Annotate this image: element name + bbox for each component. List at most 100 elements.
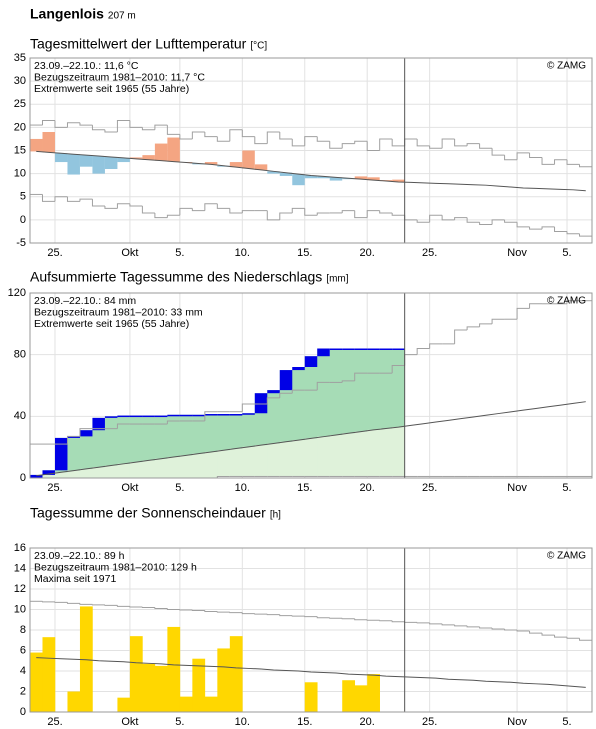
daily-increment [54, 437, 68, 471]
extreme-step [304, 616, 318, 618]
bar [167, 626, 181, 712]
extreme-step [454, 217, 468, 220]
extreme-step [429, 343, 443, 349]
surplus-area [154, 415, 168, 459]
extreme-step [341, 210, 355, 213]
daily-increment [79, 430, 93, 437]
extreme-step [529, 152, 543, 158]
y-tick-label: 20 [14, 121, 26, 133]
daily-increment [67, 436, 81, 438]
extreme-step [566, 637, 580, 639]
extreme-step [504, 219, 518, 223]
climate-area [92, 467, 106, 478]
surplus-area [392, 348, 405, 428]
y-tick-label: 25 [14, 98, 26, 110]
extreme-step [354, 210, 368, 219]
bar [142, 663, 156, 712]
climate-area [379, 428, 393, 477]
extreme-step [291, 138, 305, 147]
extreme-step [41, 601, 55, 603]
bar [179, 696, 193, 712]
extreme-step [166, 608, 180, 610]
extreme-step [541, 633, 555, 636]
x-tick-label: 20. [360, 247, 375, 259]
bar [67, 691, 81, 712]
climate-area [54, 472, 68, 478]
climate-area [167, 457, 181, 478]
extreme-step [91, 125, 105, 131]
x-tick-label: 25. [47, 716, 62, 728]
plot-border [29, 547, 593, 713]
climate-area [67, 470, 81, 478]
bar [204, 696, 218, 712]
daily-increment [317, 348, 331, 357]
extreme-step [516, 307, 530, 320]
y-tick-label: 0 [20, 706, 26, 718]
bar [229, 636, 243, 712]
extreme-step [179, 134, 193, 140]
extreme-step [241, 210, 255, 213]
extreme-step [504, 628, 518, 631]
extreme-step [429, 622, 443, 625]
x-tick-label: 5. [175, 247, 184, 259]
y-tick-label: 12 [14, 583, 26, 595]
extreme-step [379, 620, 393, 622]
extreme-step [216, 611, 230, 613]
copyright: © ZAMG [547, 61, 586, 72]
x-tick-label: 25. [422, 247, 437, 259]
extreme-step [441, 138, 455, 149]
climate-area [267, 443, 281, 477]
climate-area [79, 468, 93, 478]
y-tick-label: 40 [14, 410, 26, 422]
daily-increment [242, 413, 256, 415]
annotation: Bezugszeitraum 1981–2010: 129 h [34, 561, 197, 573]
extreme-step [479, 323, 493, 327]
chart-unit: [mm] [326, 274, 348, 285]
extreme-step [116, 605, 130, 607]
anomaly-bar [304, 175, 318, 179]
extreme-step [116, 203, 130, 209]
extreme-step [454, 624, 468, 627]
annotation: Extremwerte seit 1965 (55 Jahre) [34, 318, 189, 330]
extreme-step [479, 143, 493, 149]
anomaly-bar [67, 154, 80, 175]
extreme-step [266, 397, 280, 404]
annotation: Bezugszeitraum 1981–2010: 33 mm [34, 306, 203, 318]
extreme-step [416, 138, 430, 147]
anomaly-bar [317, 176, 330, 179]
extreme-step [354, 618, 368, 621]
extreme-step [41, 194, 55, 202]
anomaly-bar [292, 174, 305, 186]
extreme-step [391, 620, 405, 623]
extreme-step [179, 609, 193, 611]
daily-increment [30, 474, 43, 478]
extreme-step [579, 233, 592, 237]
extreme-step [229, 612, 243, 614]
climate-area [342, 433, 356, 477]
extreme-step [154, 124, 168, 130]
daily-increment [254, 393, 268, 414]
x-tick-label: 20. [360, 482, 375, 494]
bar [154, 665, 168, 712]
x-tick-label: 15. [297, 247, 312, 259]
daily-increment [192, 414, 206, 417]
climate-area [367, 429, 380, 477]
bar [217, 648, 231, 712]
surplus-area [317, 348, 331, 437]
y-tick-label: 10 [14, 603, 26, 615]
extreme-step [54, 120, 68, 128]
daily-increment [267, 390, 281, 394]
extreme-step [66, 435, 80, 445]
x-tick-label: 15. [297, 716, 312, 728]
station-elevation: 207 m [108, 11, 136, 22]
extreme-step [491, 148, 505, 156]
surplus-area [379, 348, 393, 429]
daily-increment [229, 414, 243, 416]
climate-area [254, 445, 268, 477]
extreme-step [516, 152, 530, 160]
x-tick-label: 10. [235, 482, 250, 494]
plot-border [29, 57, 593, 244]
y-tick-label: 30 [14, 75, 26, 87]
extreme-step [341, 380, 355, 383]
